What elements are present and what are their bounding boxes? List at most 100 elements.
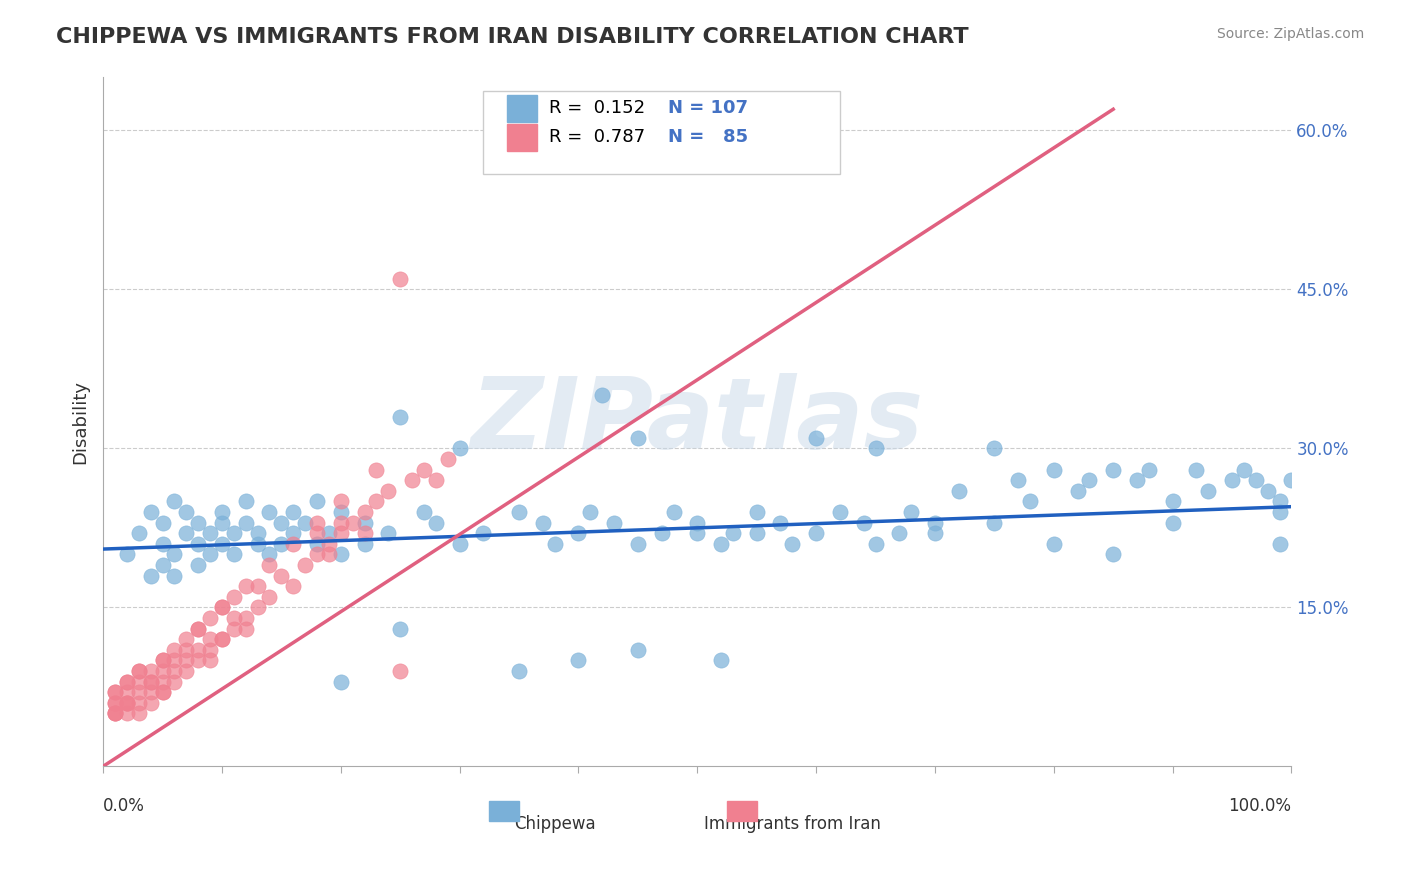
- FancyBboxPatch shape: [484, 91, 839, 174]
- Point: [115, 696, 138, 710]
- Point: [377, 526, 399, 541]
- Point: [104, 706, 127, 721]
- Point: [104, 696, 127, 710]
- Point: [1066, 483, 1088, 498]
- Point: [1257, 483, 1279, 498]
- Point: [745, 505, 768, 519]
- Point: [128, 664, 150, 678]
- Point: [163, 664, 186, 678]
- Point: [1137, 462, 1160, 476]
- Point: [579, 505, 602, 519]
- Point: [329, 526, 352, 541]
- Point: [283, 579, 305, 593]
- Point: [627, 537, 650, 551]
- Point: [235, 579, 257, 593]
- Point: [128, 685, 150, 699]
- Point: [270, 568, 292, 582]
- Text: 0.0%: 0.0%: [103, 797, 145, 815]
- Point: [115, 547, 138, 561]
- Point: [329, 494, 352, 508]
- Point: [389, 409, 412, 424]
- Point: [187, 622, 209, 636]
- FancyBboxPatch shape: [727, 801, 756, 822]
- Point: [176, 632, 198, 647]
- Point: [187, 558, 209, 572]
- Point: [211, 516, 233, 530]
- Point: [1185, 462, 1208, 476]
- Point: [115, 696, 138, 710]
- Text: Chippewa: Chippewa: [513, 814, 596, 832]
- Point: [366, 494, 388, 508]
- Point: [198, 611, 221, 625]
- Point: [377, 483, 399, 498]
- Point: [139, 664, 162, 678]
- Point: [828, 505, 851, 519]
- Point: [353, 516, 375, 530]
- Point: [139, 685, 162, 699]
- Point: [163, 547, 186, 561]
- Point: [187, 622, 209, 636]
- Point: [1268, 537, 1291, 551]
- Point: [1102, 547, 1125, 561]
- Point: [259, 547, 281, 561]
- Point: [211, 632, 233, 647]
- Point: [449, 442, 471, 456]
- Point: [246, 526, 269, 541]
- Text: N = 107: N = 107: [668, 99, 748, 118]
- Point: [104, 685, 127, 699]
- Point: [104, 706, 127, 721]
- Point: [222, 547, 245, 561]
- Point: [389, 622, 412, 636]
- Point: [235, 622, 257, 636]
- Point: [389, 664, 412, 678]
- Point: [745, 526, 768, 541]
- FancyBboxPatch shape: [489, 801, 519, 822]
- Point: [139, 505, 162, 519]
- Point: [270, 516, 292, 530]
- Point: [152, 653, 174, 667]
- Point: [318, 537, 340, 551]
- Text: Source: ZipAtlas.com: Source: ZipAtlas.com: [1216, 27, 1364, 41]
- Point: [413, 462, 436, 476]
- Point: [152, 653, 174, 667]
- Point: [246, 579, 269, 593]
- Point: [152, 685, 174, 699]
- Point: [1197, 483, 1219, 498]
- Point: [305, 526, 328, 541]
- Point: [152, 664, 174, 678]
- Point: [710, 653, 733, 667]
- Point: [222, 526, 245, 541]
- Point: [1268, 494, 1291, 508]
- Point: [139, 674, 162, 689]
- Point: [198, 642, 221, 657]
- Point: [852, 516, 875, 530]
- Point: [163, 568, 186, 582]
- Point: [627, 431, 650, 445]
- Point: [128, 706, 150, 721]
- Point: [115, 706, 138, 721]
- Point: [235, 611, 257, 625]
- Point: [115, 674, 138, 689]
- Text: R =  0.787: R = 0.787: [548, 128, 645, 146]
- Point: [198, 632, 221, 647]
- Point: [1042, 537, 1064, 551]
- Point: [163, 653, 186, 667]
- Point: [152, 516, 174, 530]
- Point: [235, 494, 257, 508]
- Point: [353, 537, 375, 551]
- Point: [508, 505, 530, 519]
- Point: [318, 547, 340, 561]
- Point: [1281, 473, 1303, 487]
- Point: [187, 516, 209, 530]
- Point: [769, 516, 792, 530]
- Point: [686, 526, 709, 541]
- Point: [283, 526, 305, 541]
- Point: [865, 442, 887, 456]
- Point: [139, 568, 162, 582]
- Point: [211, 600, 233, 615]
- Point: [686, 516, 709, 530]
- Point: [603, 516, 626, 530]
- Point: [222, 611, 245, 625]
- Point: [115, 696, 138, 710]
- Point: [128, 696, 150, 710]
